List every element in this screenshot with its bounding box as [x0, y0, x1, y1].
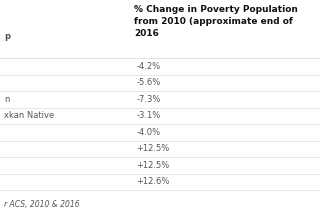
Text: -3.1%: -3.1% — [136, 111, 161, 120]
Text: p: p — [4, 32, 10, 41]
Text: +12.5%: +12.5% — [136, 144, 170, 153]
Text: +12.5%: +12.5% — [136, 161, 170, 170]
Text: -5.6%: -5.6% — [136, 78, 161, 87]
Text: -7.3%: -7.3% — [136, 95, 161, 104]
Text: n: n — [4, 95, 9, 104]
Text: -4.2%: -4.2% — [136, 62, 161, 71]
Text: r ACS, 2010 & 2016: r ACS, 2010 & 2016 — [4, 200, 80, 209]
Text: -4.0%: -4.0% — [136, 128, 161, 137]
Text: +12.6%: +12.6% — [136, 177, 170, 186]
Text: xkan Native: xkan Native — [4, 111, 54, 120]
Text: % Change in Poverty Population
from 2010 (approximate end of
2016: % Change in Poverty Population from 2010… — [134, 5, 298, 38]
